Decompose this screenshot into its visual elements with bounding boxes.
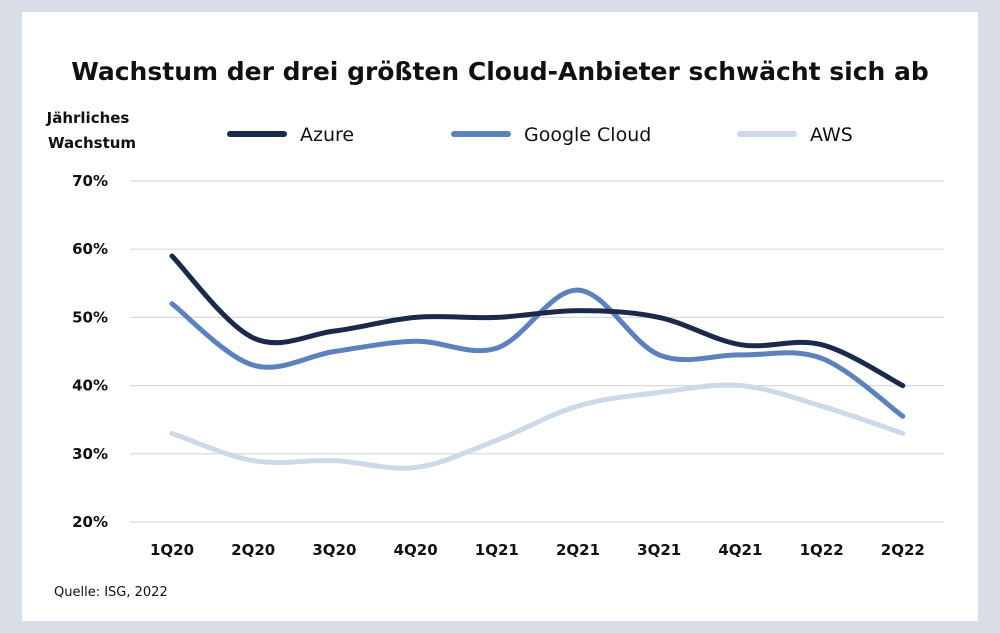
chart-title: Wachstum der drei größten Cloud-Anbieter… bbox=[71, 57, 929, 86]
x-tick-label: 2Q21 bbox=[556, 541, 600, 559]
line-chart: Wachstum der drei größten Cloud-Anbieter… bbox=[46, 57, 944, 600]
y-tick-label: 60% bbox=[72, 240, 108, 258]
y-tick-label: 70% bbox=[72, 172, 108, 190]
chart-frame: Wachstum der drei größten Cloud-Anbieter… bbox=[22, 12, 978, 621]
series-line-aws bbox=[169, 382, 906, 471]
x-tick-label: 1Q20 bbox=[150, 541, 194, 559]
y-axis-label-line-2: Wachstum bbox=[48, 134, 136, 152]
legend: Azure Google Cloud AWS bbox=[227, 124, 853, 146]
y-axis-ticks: 20% 30% 40% 50% 60% 70% bbox=[72, 172, 108, 531]
y-tick-label: 50% bbox=[72, 308, 108, 326]
x-tick-label: 4Q21 bbox=[718, 541, 762, 559]
y-tick-label: 30% bbox=[72, 445, 108, 463]
legend-label-aws: AWS bbox=[810, 124, 853, 146]
source-note: Quelle: ISG, 2022 bbox=[54, 585, 168, 600]
legend-label-azure: Azure bbox=[300, 124, 354, 146]
legend-label-google-cloud: Google Cloud bbox=[524, 124, 651, 146]
x-tick-label: 2Q22 bbox=[881, 541, 925, 559]
gridlines bbox=[130, 180, 944, 523]
y-tick-label: 40% bbox=[72, 377, 108, 395]
x-axis-ticks: 1Q20 2Q20 3Q20 4Q20 1Q21 2Q21 3Q21 4Q21 1Q22 2Q22 bbox=[150, 541, 925, 559]
x-tick-label: 3Q21 bbox=[637, 541, 681, 559]
series-lines bbox=[169, 253, 906, 471]
series-line-azure bbox=[169, 253, 906, 389]
x-tick-label: 4Q20 bbox=[394, 541, 438, 559]
x-tick-label: 2Q20 bbox=[231, 541, 275, 559]
x-tick-label: 1Q22 bbox=[800, 541, 844, 559]
x-tick-label: 3Q20 bbox=[312, 541, 356, 559]
y-axis-label-line-1: Jährliches bbox=[46, 109, 130, 127]
x-tick-label: 1Q21 bbox=[475, 541, 519, 559]
y-tick-label: 20% bbox=[72, 513, 108, 531]
